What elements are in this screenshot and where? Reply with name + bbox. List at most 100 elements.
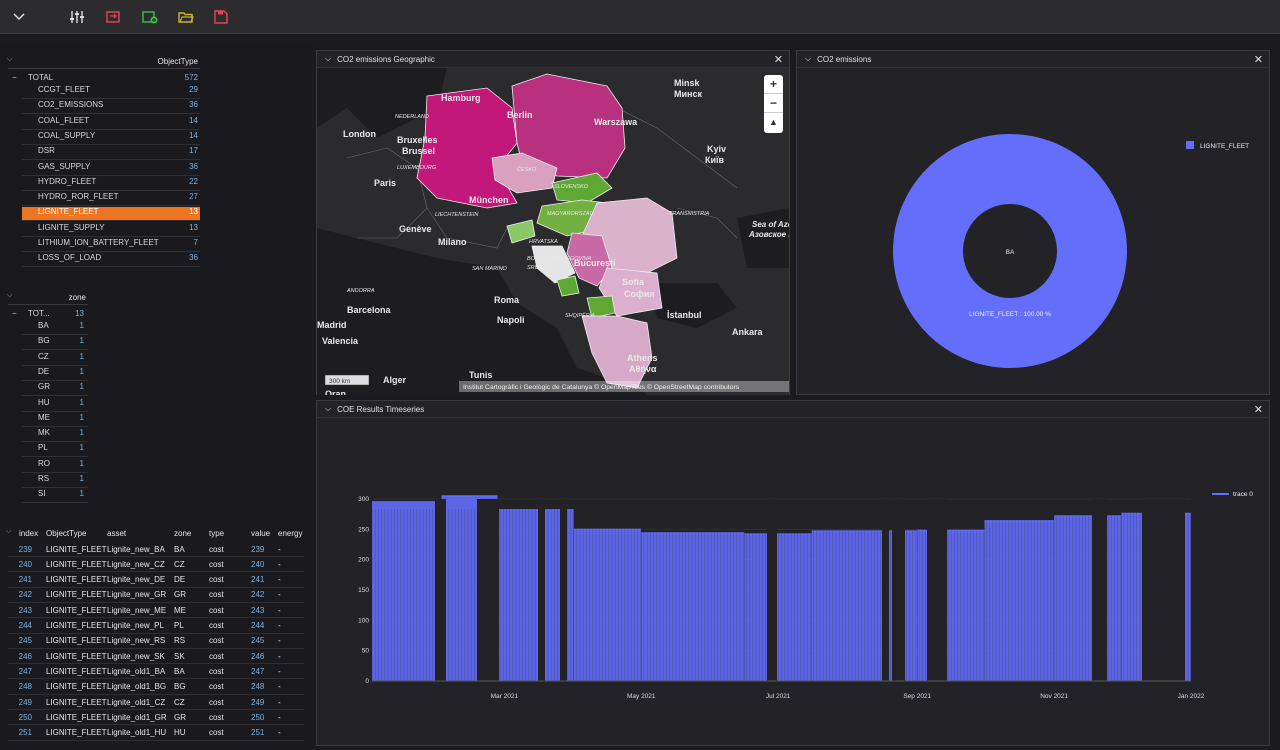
zone-row[interactable]: BG 1 [22, 336, 88, 351]
objecttype-row[interactable]: LIGNITE_SUPPLY 13 [22, 223, 200, 237]
data-table: ⌵ index ObjectType asset zone type value energy… [0, 526, 312, 746]
column-header[interactable]: index [19, 529, 39, 538]
objecttype-row[interactable]: COAL_FLEET 14 [22, 116, 200, 130]
objecttype-row[interactable]: GAS_SUPPLY 36 [22, 162, 200, 176]
zone-row[interactable]: MK 1 [22, 428, 88, 443]
objecttype-row[interactable]: DSR 17 [22, 146, 200, 161]
chevron-down-icon[interactable]: ⌵ [325, 404, 332, 413]
swap-button[interactable] [102, 7, 124, 27]
zone-row[interactable]: GR 1 [22, 382, 88, 397]
pie-slice[interactable] [893, 134, 1127, 368]
objecttype-row[interactable]: HYDRO_ROR_FLEET 27 [22, 192, 200, 207]
pie-center-label: BA [1006, 249, 1015, 256]
zone-row[interactable]: BA 1 [22, 321, 88, 335]
settings-button[interactable] [66, 7, 88, 27]
region-greece[interactable] [581, 315, 653, 389]
collapse-all-icon[interactable]: ⌵ [7, 56, 13, 63]
column-header[interactable]: value [251, 529, 271, 538]
table-cell-index: 245 [18, 636, 32, 646]
close-icon[interactable]: ✕ [773, 54, 783, 66]
objecttype-row[interactable]: LITHIUM_ION_BATTERY_FLEET 7 [22, 238, 200, 252]
table-cell-asset: Lignite_new_GR [107, 590, 167, 600]
table-row[interactable]: 240 LIGNITE_FLEET Lignite_new_CZ CZ cost 240 - [8, 557, 304, 573]
region-poland[interactable] [511, 73, 626, 179]
open-button[interactable] [175, 7, 197, 27]
zone-row[interactable]: SI 1 [22, 489, 88, 504]
zone-total-row[interactable]: − TOT... 13 [8, 306, 88, 321]
zone-row[interactable]: PL 1 [22, 443, 88, 458]
zoom-out-button[interactable]: − [764, 94, 783, 113]
map-panel-title: CO2 emissions Geographic [337, 54, 435, 64]
objecttype-row[interactable]: HYDRO_FLEET 22 [22, 177, 200, 191]
table-row[interactable]: 246 LIGNITE_FLEET Lignite_new_SK SK cost 246 - [8, 649, 304, 665]
map-place-label: BOSNA I HERCEGOVINA [527, 256, 592, 262]
close-icon[interactable]: ✕ [1253, 54, 1263, 66]
objecttype-label: DSR [38, 146, 55, 156]
table-cell-objecttype: LIGNITE_FLEET [46, 590, 107, 600]
objecttype-row[interactable]: LOSS_OF_LOAD 36 [22, 253, 200, 268]
column-header[interactable]: type [209, 529, 225, 538]
table-cell-energy: - [278, 651, 281, 661]
objecttype-row[interactable]: COAL_SUPPLY 14 [22, 131, 200, 145]
table-cell-asset: Lignite_old1_HU [107, 728, 167, 738]
add-sheet-button[interactable] [139, 7, 161, 27]
table-cell-energy: - [278, 559, 281, 569]
table-cell-objecttype: LIGNITE_FLEET [46, 559, 107, 569]
table-row[interactable]: 245 LIGNITE_FLEET Lignite_new_RS RS cost 245 - [8, 634, 304, 649]
compass-button[interactable]: ▲ [764, 113, 783, 132]
pie-chart[interactable]: LIGNITE_FLEET BA LIGNITE_FLEET : 100.00 % [797, 68, 1269, 395]
zone-row[interactable]: DE 1 [22, 367, 88, 381]
zone-header[interactable]: zone [68, 293, 86, 302]
table-row[interactable]: 239 LIGNITE_FLEET Lignite_new_BA BA cost 239 - [8, 542, 304, 557]
table-cell-index: 243 [18, 605, 32, 615]
table-row[interactable]: 241 LIGNITE_FLEET Lignite_new_DE DE cost 241 - [8, 573, 304, 588]
collapse-icon[interactable]: − [12, 73, 17, 82]
objecttype-row[interactable]: CO2_EMISSIONS 36 [22, 100, 200, 115]
zoom-in-button[interactable]: + [764, 75, 783, 94]
column-header[interactable]: ObjectType [46, 529, 87, 538]
region-slovakia[interactable] [551, 172, 613, 204]
zone-row[interactable]: RO 1 [22, 459, 88, 473]
data-table-header: ⌵ index ObjectType asset zone type value energy [0, 526, 312, 540]
save-button[interactable] [210, 7, 232, 27]
region-north-macedonia[interactable] [586, 295, 616, 319]
chevron-down-icon[interactable]: ⌵ [325, 54, 332, 63]
zone-row[interactable]: RS 1 [22, 474, 88, 488]
region-bulgaria[interactable] [598, 267, 663, 317]
table-row[interactable]: 244 LIGNITE_FLEET Lignite_new_PL PL cost 244 - [8, 619, 304, 634]
table-row[interactable]: 250 LIGNITE_FLEET Lignite_old1_GR GR cost 250… [8, 710, 304, 726]
close-icon[interactable]: ✕ [1253, 404, 1263, 416]
table-row[interactable]: 243 LIGNITE_FLEET Lignite_new_ME ME cost 243 - [8, 603, 304, 619]
objecttype-total-row[interactable]: − TOTAL 572 [8, 70, 200, 85]
column-header[interactable]: zone [174, 529, 192, 538]
region-slovenia[interactable] [506, 219, 536, 244]
objecttype-row[interactable]: CCGT_FLEET 29 [22, 85, 200, 99]
region-czechia[interactable] [491, 152, 558, 194]
collapse-icon[interactable]: ⌵ [6, 528, 12, 535]
collapse-all-icon[interactable]: ⌵ [7, 292, 13, 299]
zone-row[interactable]: CZ 1 [22, 352, 88, 366]
zone-row[interactable]: HU 1 [22, 398, 88, 412]
objecttype-row[interactable]: LIGNITE_FLEET 13 [22, 207, 200, 222]
table-row[interactable]: 249 LIGNITE_FLEET Lignite_old1_CZ CZ cost 249… [8, 695, 304, 710]
region-germany[interactable] [416, 87, 518, 209]
region-montenegro[interactable] [556, 275, 580, 297]
objecttype-header[interactable]: ObjectType [157, 57, 198, 66]
table-row[interactable]: 251 LIGNITE_FLEET Lignite_old1_HU HU cost 251… [8, 726, 304, 741]
map-attribution[interactable]: Institut Cartogràfic i Geològic de Catal… [463, 383, 740, 391]
region-serbia[interactable] [566, 232, 613, 287]
legend-swatch[interactable] [1186, 141, 1194, 149]
chevron-down-icon[interactable]: ⌵ [805, 54, 812, 63]
column-header[interactable]: asset [107, 529, 127, 538]
swap-icon [106, 11, 120, 23]
collapse-icon[interactable]: − [12, 309, 17, 318]
table-row[interactable]: 247 LIGNITE_FLEET Lignite_old1_BA BA cost 247… [8, 664, 304, 680]
objecttype-count: 36 [189, 161, 198, 171]
zone-row[interactable]: ME 1 [22, 413, 88, 427]
collapse-button[interactable] [8, 7, 30, 27]
timeseries-chart[interactable]: 0 50 100 150 200 250 300 Mar 2021 May 2021 Jul 20… [317, 418, 1269, 746]
table-row[interactable]: 248 LIGNITE_FLEET Lignite_old1_BG BG cost 248… [8, 680, 304, 695]
table-row[interactable]: 242 LIGNITE_FLEET Lignite_new_GR GR cost 242 - [8, 588, 304, 603]
column-header[interactable]: energy [278, 529, 303, 538]
